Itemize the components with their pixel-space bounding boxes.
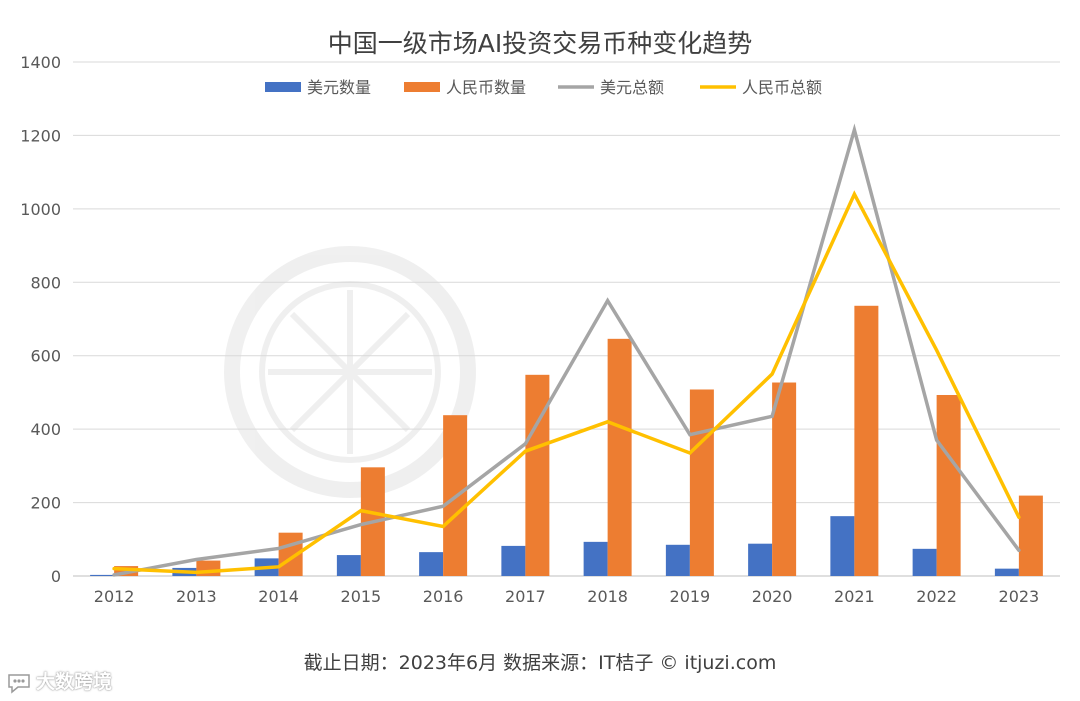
bar-cny-count xyxy=(1018,495,1043,576)
x-tick-label: 2014 xyxy=(258,587,299,606)
legend-label: 美元总额 xyxy=(600,78,664,97)
x-tick-label: 2023 xyxy=(999,587,1040,606)
bar-usd-count xyxy=(501,545,526,576)
brand-text: 大数跨境 xyxy=(36,671,113,693)
speech-bubble-icon xyxy=(8,673,30,694)
y-tick-label: 1200 xyxy=(20,126,61,145)
x-tick-label: 2012 xyxy=(94,587,135,606)
bar-cny-count xyxy=(936,394,961,576)
background-watermark xyxy=(224,246,476,498)
brand-watermark: 大数跨境 xyxy=(6,667,112,694)
x-tick-label: 2021 xyxy=(834,587,875,606)
bar-usd-count xyxy=(583,541,608,576)
y-tick-label: 600 xyxy=(30,347,61,366)
bar-usd-count xyxy=(665,544,690,576)
bar-cny-count xyxy=(689,389,714,576)
bar-usd-count xyxy=(90,574,115,576)
x-tick-label: 2015 xyxy=(341,587,382,606)
legend-swatch xyxy=(265,82,301,92)
line-usd-total xyxy=(112,123,1021,577)
bar-cny-count xyxy=(772,382,797,576)
legend-label: 美元数量 xyxy=(307,78,371,97)
bar-cny-count xyxy=(854,305,879,576)
x-tick-label: 2017 xyxy=(505,587,546,606)
y-tick-label: 800 xyxy=(30,273,61,292)
bar-usd-count xyxy=(336,555,361,576)
x-axis-ticks: 2012 2013 2014 2015 2016 2017 2018 2019 2020 2021… xyxy=(94,587,1039,606)
legend: 美元数量 人民币数量 美元总额 人民币总额 xyxy=(265,78,822,97)
source-note: 截止日期：2023年6月 数据来源：IT桔子 © itjuzi.com xyxy=(303,652,777,674)
y-tick-label: 200 xyxy=(30,494,61,513)
x-tick-label: 2016 xyxy=(423,587,464,606)
y-tick-label: 400 xyxy=(30,420,61,439)
line-cny-total xyxy=(112,190,1021,575)
chart-title: 中国一级市场AI投资交易币种变化趋势 xyxy=(328,29,752,58)
bar-usd-count xyxy=(830,516,855,576)
bar-usd-count xyxy=(994,568,1019,576)
lines xyxy=(112,123,1021,577)
x-tick-label: 2013 xyxy=(176,587,217,606)
bar-usd-count xyxy=(912,548,937,576)
bar-cny-count xyxy=(607,338,632,576)
x-tick-label: 2020 xyxy=(752,587,793,606)
y-tick-label: 1400 xyxy=(20,53,61,72)
bar-usd-count xyxy=(419,552,444,576)
legend-label: 人民币总额 xyxy=(742,78,822,97)
x-tick-label: 2022 xyxy=(916,587,957,606)
y-axis-ticks: 0 200 400 600 800 1000 1200 1400 xyxy=(20,53,61,586)
gridlines xyxy=(73,61,1060,577)
legend-label: 人民币数量 xyxy=(446,78,526,97)
chart: 中国一级市场AI投资交易币种变化趋势 0 200 400 600 800 1000 1200… xyxy=(20,29,1060,606)
y-tick-label: 0 xyxy=(51,567,61,586)
legend-swatch xyxy=(404,82,440,92)
bar-usd-count xyxy=(748,543,773,576)
y-tick-label: 1000 xyxy=(20,200,61,219)
x-tick-label: 2019 xyxy=(670,587,711,606)
x-tick-label: 2018 xyxy=(587,587,628,606)
